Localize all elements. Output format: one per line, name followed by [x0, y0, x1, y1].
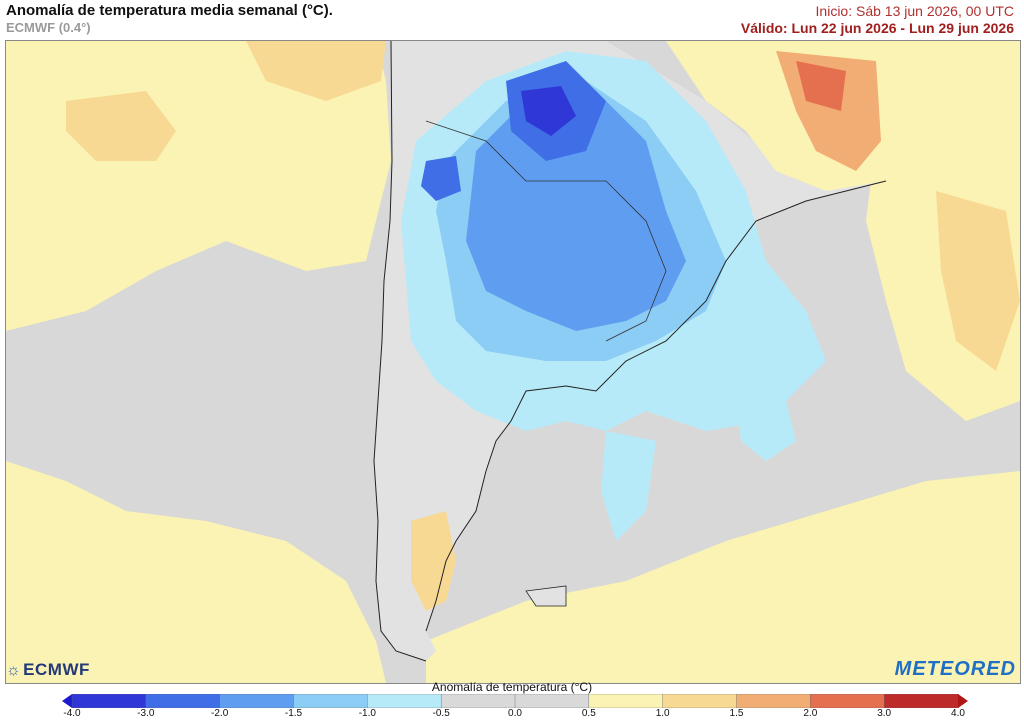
- atlantic-south-warm-zone: [426, 471, 1020, 683]
- colorbar-svg: [62, 693, 968, 709]
- colorbar-segment: [883, 693, 959, 709]
- colorbar-tick-label: -0.5: [432, 708, 450, 719]
- andes-cool-deep-patch: [421, 156, 461, 201]
- colorbar-segment: [810, 693, 885, 709]
- header-right: Inicio: Sáb 13 jun 2026, 00 UTC Válido: …: [741, 2, 1014, 36]
- ecmwf-logo: ☼ ECMWF: [6, 660, 90, 679]
- colorbar-min-arrow: [62, 694, 72, 708]
- colorbar-max-arrow: [958, 694, 968, 708]
- colorbar: [62, 693, 968, 709]
- colorbar-segment: [367, 693, 442, 709]
- colorbar-tick-label: -3.0: [137, 708, 155, 719]
- colorbar-tick-label: 1.5: [729, 708, 744, 719]
- temperature-anomaly-map[interactable]: [5, 40, 1021, 684]
- pacific-coastline: [373, 41, 427, 662]
- atlantic-cool-patch: [736, 401, 796, 461]
- malvinas-islands: [525, 585, 567, 607]
- patagonia-warm-zone: [411, 511, 456, 611]
- atlantic-cool-tongue: [601, 431, 656, 541]
- cool-strong-zone: [466, 91, 686, 331]
- pacific-south-warm-zone: [6, 461, 386, 683]
- colorbar-tick-label: 1.0: [655, 708, 670, 719]
- model-label: ECMWF (0.4°): [6, 20, 91, 35]
- atlantic-east-orange-zone: [936, 191, 1020, 371]
- brazil-red-zone: [796, 61, 846, 111]
- colorbar-labels: -4.0 -3.0 -2.0 -1.5 -1.0 -0.5 0.0 0.5 1.0 1.5 2.0 3…: [0, 708, 1024, 720]
- meteored-logo: METEORED: [894, 658, 1016, 680]
- colorbar-tick-label: 4.0: [951, 708, 965, 719]
- map-title: Anomalía de temperatura media semanal (°…: [6, 2, 333, 19]
- pacific-orange-patch: [66, 91, 176, 161]
- colorbar-segment: [588, 693, 664, 709]
- colorbar-segment: [71, 693, 147, 709]
- colorbar-tick-label: 2.0: [803, 708, 818, 719]
- colorbar-tick-label: -1.0: [358, 708, 376, 719]
- colorbar-tick-label: 0.0: [508, 708, 522, 719]
- colorbar-tick-label: 3.0: [877, 708, 892, 719]
- header-left: Anomalía de temperatura media semanal (°…: [6, 2, 333, 36]
- init-time: Inicio: Sáb 13 jun 2026, 00 UTC: [815, 3, 1014, 19]
- colorbar-title: Anomalía de temperatura (°C): [431, 680, 593, 694]
- country-borders: [425, 120, 667, 342]
- colorbar-segment: [145, 693, 221, 709]
- colorbar-segment: [514, 693, 590, 709]
- colorbar-segment: [440, 693, 516, 709]
- colorbar-tick-label: -4.0: [63, 708, 81, 719]
- colorbar-tick-label: -2.0: [211, 708, 229, 719]
- colorbar-segment: [219, 693, 295, 709]
- map-canvas: [6, 41, 1020, 683]
- colorbar-segment: [662, 693, 738, 709]
- colorbar-tick-label: -1.5: [284, 708, 303, 719]
- cool-max-zone: [521, 86, 576, 136]
- valid-period: Válido: Lun 22 jun 2026 - Lun 29 jun 202…: [740, 20, 1014, 36]
- ecmwf-swirl-icon: ☼: [6, 662, 22, 679]
- colorbar-segment: [736, 693, 812, 709]
- colorbar-tick-label: 0.5: [581, 708, 596, 719]
- atlantic-coastline: [425, 180, 887, 632]
- pacific-coast-orange-zone: [246, 41, 386, 101]
- colorbar-segment: [293, 693, 369, 709]
